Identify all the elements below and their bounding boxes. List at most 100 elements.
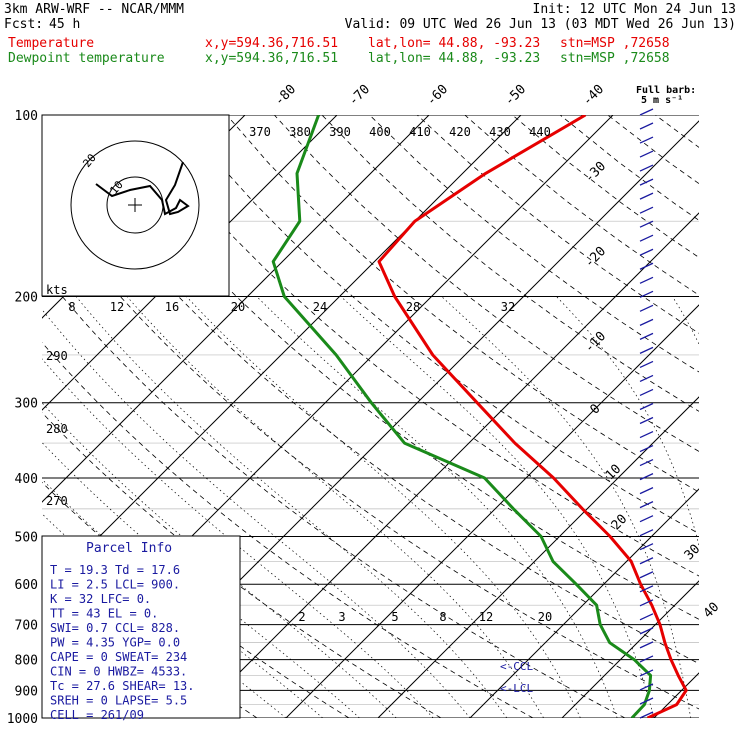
legend-temperature-coords: x,y=594.36,716.51 xyxy=(205,36,339,51)
mixing-ratio-label: 24 xyxy=(313,300,327,314)
wind-barb xyxy=(639,178,654,186)
legend-temperature-station: stn=MSP ,72658 xyxy=(560,36,670,51)
side-theta-label: 280 xyxy=(46,422,68,436)
dry-adiabat-line xyxy=(42,123,699,665)
wind-barb xyxy=(639,122,654,130)
parcel-info-row: CELL = 261/09 xyxy=(50,708,144,722)
parcel-info-row: LI = 2.5 LCL= 900. xyxy=(50,578,180,592)
moist-adiabat-line xyxy=(42,308,471,718)
dry-adiabat-line xyxy=(178,115,699,535)
level-annotation: <-LCL xyxy=(500,682,533,695)
mixing-ratio-label: 5 xyxy=(391,610,398,624)
parcel-info-title: Parcel Info xyxy=(86,541,172,556)
isotherm-line xyxy=(653,672,699,718)
wind-barb xyxy=(639,346,654,354)
dry-adiabat-line xyxy=(42,270,626,718)
dry-adiabat-line xyxy=(416,115,699,334)
legend-dewpoint-station: stn=MSP ,72658 xyxy=(560,51,670,66)
init-time: Init: 12 UTC Mon 24 Jun 13 xyxy=(532,2,737,17)
legend-dewpoint-latlon: lat,lon= 44.88, -93.23 xyxy=(368,51,541,66)
moist-adiabat-line xyxy=(42,402,397,718)
wind-barb xyxy=(639,458,654,467)
wind-barb xyxy=(639,150,654,158)
wind-barb xyxy=(639,501,654,509)
wind-barb xyxy=(639,585,654,593)
parcel-info-row: T = 19.3 Td = 17.6 xyxy=(50,563,180,577)
isotherm-tick-label: -20 xyxy=(582,244,609,271)
isotherm-tick-label: -70 xyxy=(346,82,373,109)
wind-barb xyxy=(639,473,654,481)
isotherm-tick-label: 40 xyxy=(701,600,723,622)
wind-barb xyxy=(639,613,654,621)
isotherm-line xyxy=(42,115,522,595)
theta-label: 370 xyxy=(249,125,271,139)
temperature-profile-line xyxy=(377,115,688,718)
wind-barb xyxy=(639,206,654,214)
wind-barb xyxy=(639,515,654,523)
isotherm-tick-label: -30 xyxy=(582,159,609,186)
theta-label: 430 xyxy=(489,125,511,139)
mixing-ratio-label: 12 xyxy=(110,300,124,314)
parcel-info-row: PW = 4.35 YGP= 0.0 xyxy=(50,636,180,650)
wind-barb xyxy=(639,164,654,172)
isotherm-line xyxy=(193,212,699,718)
isotherm-tick-label: -50 xyxy=(502,82,529,109)
mixing-ratio-label: 20 xyxy=(538,610,552,624)
wind-barb xyxy=(639,388,654,397)
isotherm-tick-label: 20 xyxy=(609,512,631,534)
legend-dewpoint-label: Dewpoint temperature xyxy=(8,51,165,66)
parcel-info-row: TT = 43 EL = 0. xyxy=(50,607,158,621)
forecast-hour: 45 h xyxy=(49,17,81,32)
wind-barb xyxy=(639,571,654,579)
pressure-tick-label: 300 xyxy=(15,397,38,412)
wind-barb xyxy=(639,220,654,228)
moist-adiabat-line xyxy=(75,296,508,718)
pressure-tick-label: 100 xyxy=(15,109,38,124)
wind-barb xyxy=(639,262,654,270)
wind-barb xyxy=(639,192,654,200)
pressure-tick-label: 600 xyxy=(15,578,38,593)
wind-barb xyxy=(639,234,654,242)
wind-barb xyxy=(639,402,654,411)
dry-adiabat-line xyxy=(42,341,534,718)
pressure-tick-label: 500 xyxy=(15,530,38,545)
isotherm-line xyxy=(469,488,699,718)
parcel-info-row: K = 32 LFC= 0. xyxy=(50,592,151,606)
level-annotation: <-CCL xyxy=(500,660,533,673)
valid-time: Valid: 09 UTC Wed 26 Jun 13 (03 MDT Wed … xyxy=(344,17,736,32)
isotherm-tick-label: -40 xyxy=(580,82,607,109)
side-theta-label: 270 xyxy=(46,494,68,508)
dry-adiabat-line xyxy=(607,115,699,185)
wind-barb xyxy=(639,136,654,144)
pressure-tick-label: 200 xyxy=(15,291,38,306)
wind-barb xyxy=(639,318,654,326)
theta-label: 380 xyxy=(289,125,311,139)
wind-barb xyxy=(639,697,654,705)
theta-label: 440 xyxy=(529,125,551,139)
wind-barb xyxy=(639,655,654,663)
dewpoint-profile-line xyxy=(271,115,653,718)
moist-adiabat-line xyxy=(672,296,699,345)
full-barb-label: Full barb: xyxy=(636,85,696,96)
isotherm-tick-label: 10 xyxy=(603,462,625,484)
wind-barb xyxy=(639,276,654,284)
wind-barb xyxy=(639,711,654,719)
dry-adiabat-line xyxy=(512,115,699,258)
legend-temperature-latlon: lat,lon= 44.88, -93.23 xyxy=(368,36,541,51)
wind-barb xyxy=(639,430,654,439)
isotherm-tick-label: 30 xyxy=(682,542,704,564)
mixing-ratio-label: 28 xyxy=(406,300,420,314)
wind-barb xyxy=(639,444,654,453)
mixing-ratio-label: 3 xyxy=(338,610,345,624)
pressure-tick-label: 400 xyxy=(15,472,38,487)
dry-adiabat-line xyxy=(369,115,699,373)
hodograph-ring xyxy=(70,140,200,270)
dry-adiabat-line xyxy=(83,115,699,620)
wind-barb xyxy=(639,543,654,551)
dry-adiabat-line xyxy=(226,115,699,493)
wind-barb xyxy=(639,374,654,383)
parcel-info-row: SREH = 0 LAPSE= 5.5 xyxy=(50,694,187,708)
parcel-info-row: Tc = 27.6 SHEAR= 13. xyxy=(50,679,195,693)
legend-dewpoint-coords: x,y=594.36,716.51 xyxy=(205,51,339,66)
